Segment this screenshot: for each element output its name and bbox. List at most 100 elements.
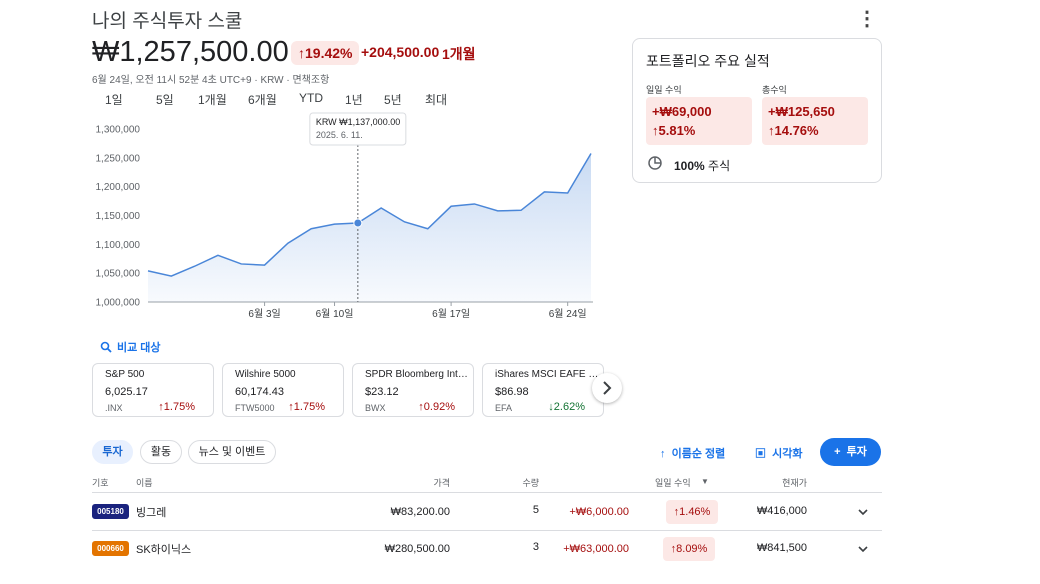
expand-button[interactable] [856,542,870,561]
card-price: 60,174.43 [235,386,284,398]
card-symbol: FTW5000 [235,403,275,413]
expand-button[interactable] [856,505,870,524]
symbol-badge: 005180 [92,504,129,519]
current-value: ₩841,500 [756,542,807,554]
current-value: ₩416,000 [756,505,807,517]
sort-button[interactable]: ↑ 이름순 정렬 [660,448,726,460]
symbol-badge: 000660 [92,541,129,556]
range-tab[interactable]: 6개월 [248,93,277,107]
change-period: 1개월 [442,46,476,62]
daily-gain-percent-chip: ↑1.46% [666,500,718,524]
range-tab[interactable]: 5년 [384,93,402,107]
tab-chip[interactable]: 활동 [140,440,182,464]
change-chip: ↑19.42% [291,41,360,65]
range-tab[interactable]: 5일 [156,93,174,107]
range-tab[interactable]: YTD [299,91,323,105]
tab-chip[interactable]: 뉴스 및 이벤트 [188,440,276,464]
portfolio-title: 나의 주식투자 스쿨 [92,11,243,32]
daily-box: +₩69,000 ↑5.81% [646,97,752,145]
tooltip [309,112,407,146]
row-divider [92,530,882,531]
y-tick-label: 1,200,000 [96,182,141,193]
card-change-row: ↑0.92% [418,401,455,413]
header-divider [92,492,882,493]
card-symbol: .INX [105,403,123,413]
x-tick-label: 6월 24일 [549,308,587,320]
more-menu[interactable]: ⋮ [857,8,877,30]
stock-name[interactable]: SK하이닉스 [136,544,192,556]
daily-amount: +₩69,000 [652,104,712,119]
y-tick-label: 1,050,000 [96,269,141,280]
x-tick-label: 6월 3일 [248,308,280,320]
daily-gain-percent: 1.46% [679,506,711,518]
daily-percent-row: ↑5.81% [652,123,696,138]
card-price: $86.98 [495,386,529,398]
total-percent: 14.76% [774,123,819,138]
daily-percent: 5.81% [658,123,696,138]
card-change: 2.62% [553,401,585,413]
card-name: SPDR Bloomberg International Treasury Bo… [365,369,470,380]
invest-button[interactable]: + 투자 [820,438,881,466]
card-price: 6,025.17 [105,386,148,398]
tab-chip[interactable]: 투자 [92,440,133,464]
sort-label: 이름순 정렬 [671,448,726,460]
y-tick-label: 1,000,000 [96,298,141,309]
visualize-label: 시각화 [772,448,803,460]
daily-label: 일일 수익 [646,85,682,95]
pie-icon [648,156,662,170]
daily-gain-percent-chip: ↑8.09% [663,537,715,561]
card-name: Wilshire 5000 [235,369,296,380]
total-percent-row: ↑14.76% [768,123,819,138]
daily-gain-percent: 8.09% [676,543,708,555]
next-button[interactable] [592,373,622,403]
compare-card[interactable]: iShares MSCI EAFE ETF $86.98 EFA ↓2.62% [482,363,604,417]
y-tick-label: 1,150,000 [96,211,141,222]
card-name: iShares MSCI EAFE ETF [495,369,600,380]
range-tab[interactable]: 1개월 [198,93,227,107]
allocation-label: 주식 [708,159,731,173]
area [148,153,591,302]
card-price: $23.12 [365,386,399,398]
y-tick-label: 1,100,000 [96,240,141,251]
invest-label: 투자 [846,446,867,458]
range-tab[interactable]: 최대 [425,93,448,107]
compare-link[interactable]: 비교 대상 [100,339,161,355]
x-tick-label: 6월 17일 [432,308,470,320]
search-icon [100,341,112,353]
column-header[interactable]: 일일 수익 [655,478,691,488]
quantity: 3 [532,541,539,553]
portfolio-value: ₩1,257,500.00 [92,36,289,68]
column-header: 가격 [433,478,450,488]
column-header: 기호 [92,478,109,488]
stock-name[interactable]: 빙그레 [136,507,167,519]
line [147,153,592,277]
tooltip-date: 2025. 6. 11. [316,130,363,140]
visualize-button[interactable]: ▣ 시각화 [755,448,803,460]
daily-gain: +₩63,000.00 [563,543,629,555]
range-tab[interactable]: 1일 [105,93,123,107]
card-change-row: ↓2.62% [548,401,585,413]
compare-card[interactable]: S&P 500 6,025.17 .INX ↑1.75% [92,363,214,417]
change-percent: 19.42% [305,45,353,61]
price: ₩280,500.00 [384,543,450,555]
performance-title: 포트폴리오 주요 실적 [646,53,770,69]
total-label: 총수익 [762,85,787,95]
card-change-row: ↑1.75% [158,401,195,413]
range-tab[interactable]: 1년 [345,93,363,107]
card-change: 1.75% [293,401,325,413]
compare-card[interactable]: SPDR Bloomberg International Treasury Bo… [352,363,474,417]
card-change-row: ↑1.75% [288,401,325,413]
total-amount: +₩125,650 [768,104,835,119]
compare-label: 비교 대상 [117,342,161,354]
timestamp: 6월 24일, 오전 11시 52분 4초 UTC+9 · KRW · 면책조항 [92,75,330,86]
total-box: +₩125,650 ↑14.76% [762,97,868,145]
allocation: 100% 주식 [674,157,730,174]
line-chart: 1,000,000 1,050,000 1,100,000 1,150,000 1,20… [96,112,593,320]
compare-card[interactable]: Wilshire 5000 60,174.43 FTW5000 ↑1.75% [222,363,344,417]
hover-point [353,218,363,228]
card-change: 0.92% [423,401,455,413]
card-name: S&P 500 [105,369,145,380]
y-tick-label: 1,250,000 [96,153,141,164]
price: ₩83,200.00 [390,506,450,518]
